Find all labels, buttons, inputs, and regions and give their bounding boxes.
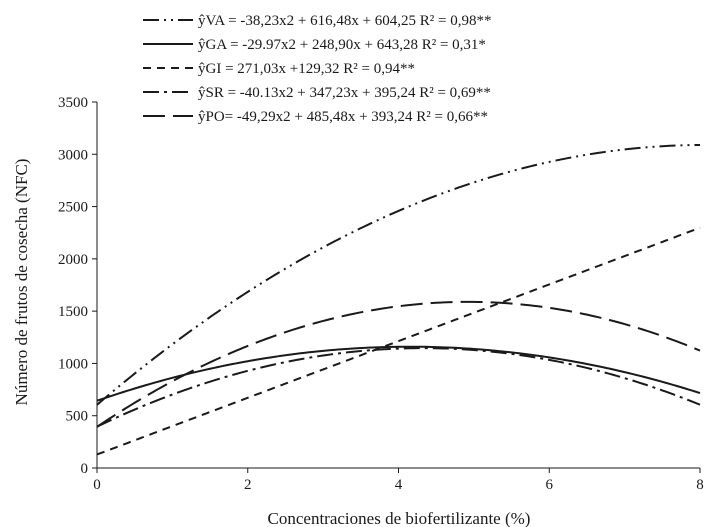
series-line-5 [96,300,701,428]
y-tick-label: 3000 [58,147,88,163]
x-tick-label: 6 [546,477,554,493]
legend: ŷVA = -38,23x2 + 616,48x + 604,25 R² = 0… [143,13,492,125]
x-tick-label: 0 [93,477,101,493]
axes: 0 500 1000 1500 2000 2500 3000 3500 0 2 4 6 8 [58,95,704,493]
series-line-3 [96,226,701,456]
y-tick-label: 0 [81,461,89,477]
series-layer [96,143,701,456]
legend-label-5: ŷPO= -49,29x2 + 485,48x + 393,24 R² = 0,… [198,109,488,125]
x-tick-label: 2 [244,477,252,493]
legend-label-2: ŷGA = -29.97x2 + 248,90x + 643,28 R² = 0… [198,37,486,53]
y-tick-label: 1500 [58,304,88,320]
y-tick-label: 3500 [58,95,88,111]
series-line-4 [96,347,701,428]
x-axis-label: Concentraciones de biofertilizante (%) [268,509,531,527]
y-tick-label: 2000 [58,252,88,268]
y-tick-label: 500 [66,409,89,425]
y-tick-label: 1000 [58,356,88,372]
legend-label-3: ŷGI = 271,03x +129,32 R² = 0,94** [198,61,415,77]
legend-label-1: ŷVA = -38,23x2 + 616,48x + 604,25 R² = 0… [198,13,492,29]
series-line-1 [96,143,701,406]
legend-label-4: ŷSR = -40.13x2 + 347,23x + 395,24 R² = 0… [198,85,491,101]
y-tick-label: 2500 [58,200,88,216]
series-line-2 [96,345,701,402]
x-tick-label: 8 [696,477,704,493]
x-tick-label: 4 [395,477,403,493]
y-axis-label: Número de frutos de cosecha (NFC) [12,159,31,406]
